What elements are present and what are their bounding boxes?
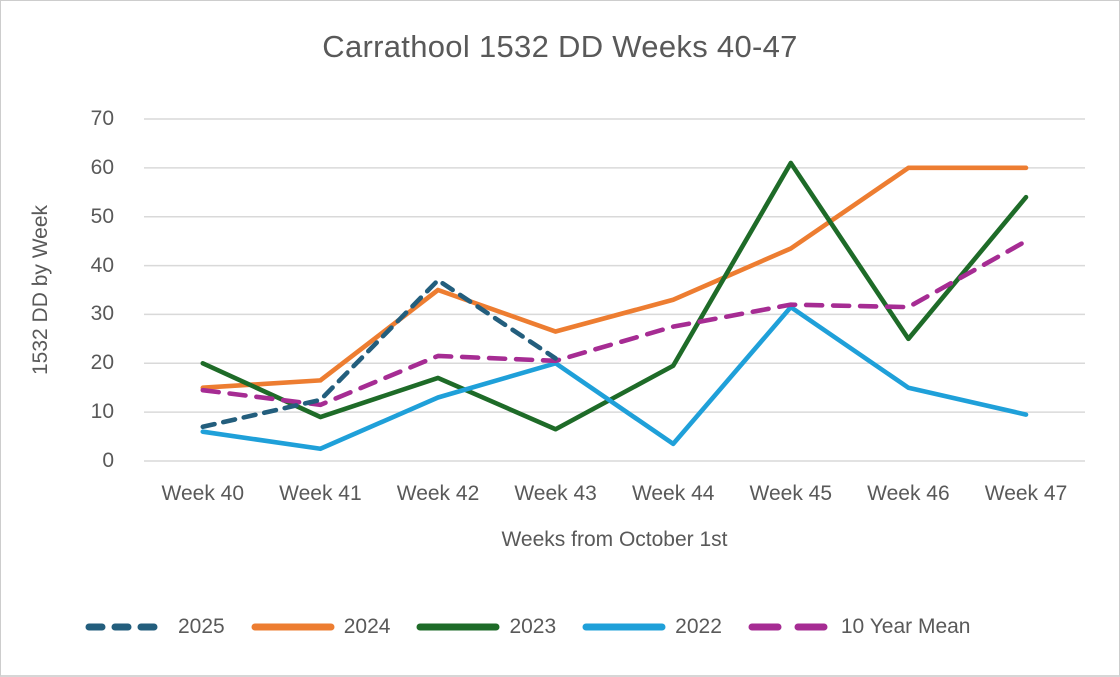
- y-tick-label: 70: [90, 107, 114, 130]
- series-line-10-year-mean: [200, 238, 1029, 408]
- legend-label: 2025: [178, 615, 225, 638]
- legend-item-10-year-mean: 10 Year Mean: [748, 615, 971, 639]
- x-axis-category-label: Week 47: [984, 482, 1068, 505]
- x-axis-category-label: Week 43: [514, 482, 597, 505]
- legend: 2025 2024 2023 2022 10 Year Mean: [85, 615, 970, 639]
- x-axis-category-label: Week 41: [279, 482, 362, 505]
- legend-line-sample-2022-icon: [582, 623, 666, 631]
- y-tick-label: 30: [90, 302, 114, 326]
- series-line-2024: [200, 165, 1029, 391]
- legend-item-2024: 2024: [251, 615, 391, 639]
- x-axis-category-label: Week 42: [396, 482, 480, 505]
- legend-item-2023: 2023: [416, 615, 556, 639]
- y-tick-label: 10: [90, 400, 114, 424]
- y-tick-label: 50: [90, 204, 114, 228]
- legend-label: 2024: [343, 615, 391, 638]
- chart-title: Carrathool 1532 DD Weeks 40-47: [322, 29, 798, 64]
- x-axis-category-label: Week 45: [749, 482, 833, 505]
- y-tick-label: 60: [90, 155, 114, 179]
- legend-item-2025: 2025: [85, 615, 225, 639]
- x-axis-category-label: Week 46: [867, 482, 950, 505]
- y-tick-label: 40: [90, 253, 114, 277]
- series-line-2022: [200, 304, 1029, 452]
- legend-item-2022: 2022: [582, 615, 722, 639]
- legend-line-sample-2024-icon: [251, 623, 335, 631]
- y-axis-title: 1532 DD by Week: [29, 204, 52, 376]
- legend-line-sample-10-year-mean-icon: [748, 623, 832, 631]
- plot-area: [144, 118, 1085, 462]
- x-axis-title: Weeks from October 1st: [501, 528, 728, 551]
- x-axis-category-label: Week 44: [631, 482, 715, 505]
- x-axis-category-label: Week 40: [161, 482, 245, 505]
- series-line-2025: [200, 277, 558, 430]
- series-line-2023: [200, 160, 1029, 432]
- legend-label: 2023: [509, 615, 557, 638]
- legend-line-sample-2023-icon: [416, 623, 500, 631]
- y-tick-label: 0: [102, 449, 114, 472]
- y-tick-label: 20: [90, 351, 114, 375]
- legend-label: 10 Year Mean: [840, 615, 971, 638]
- legend-label: 2022: [675, 615, 722, 638]
- legend-line-sample-2025-icon: [85, 623, 169, 631]
